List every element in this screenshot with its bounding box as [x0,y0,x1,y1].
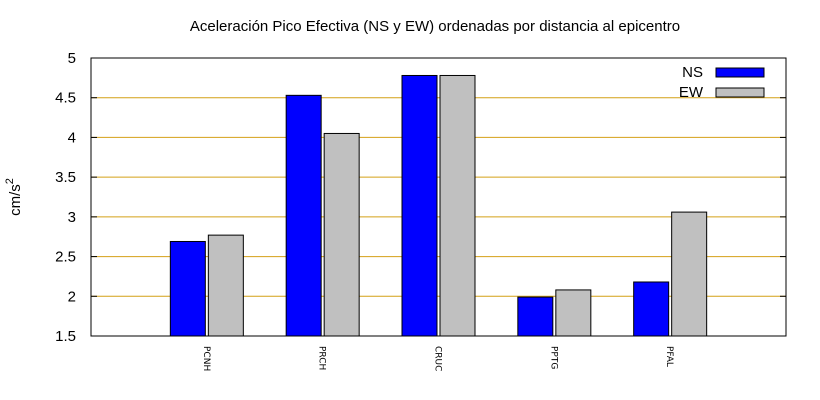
bar-ew-pfal [671,211,708,337]
x-tick-label: PPTG [548,346,558,369]
y-tick-label: 3 [68,209,76,226]
bar-ns-prch [285,94,322,337]
chart-title: Aceleración Pico Efectiva (NS y EW) orde… [190,18,680,35]
bars [169,74,708,337]
y-tick-label: 2 [68,288,76,305]
bar-ew-pcnh [207,234,244,337]
x-tick-label: PFAL [664,346,674,367]
legend-swatch-ew [715,87,765,98]
bar-ew-cruc [439,74,476,337]
y-tick-label: 5 [68,50,76,67]
plot-frame [90,57,787,337]
legend-label-ew: EW [679,84,704,101]
bar-ns-cruc [401,74,438,337]
bar-ns-pfal [633,281,670,337]
bar-ns-pptg [517,296,554,337]
y-tick-label: 2.5 [55,249,76,266]
y-axis-label: cm/s2 [4,178,24,216]
y-tick-label: 1.5 [55,328,76,345]
legend: NS EW [679,64,765,101]
x-tick-label: CRUC [433,346,443,371]
x-tick-label: PRCH [317,346,327,370]
x-tick-label: PCNH [201,346,211,371]
y-tick-label: 4 [68,129,76,146]
bar-ew-prch [323,132,360,337]
axis-ticks: 1.5 2 2.5 3 3.5 4 4.5 5 PCNH PRCH CRUC PPTG PFAL [55,50,786,371]
bar-ew-pptg [555,289,592,337]
y-tick-label: 4.5 [55,90,76,107]
y-axis-label-unit: cm/s [7,184,24,216]
y-axis-label-exponent: 2 [4,178,16,184]
bar-ns-pcnh [169,240,206,337]
legend-label-ns: NS [682,64,703,81]
y-tick-label: 3.5 [55,169,76,186]
legend-swatch-ns [715,67,765,78]
grid-lines [91,97,786,297]
